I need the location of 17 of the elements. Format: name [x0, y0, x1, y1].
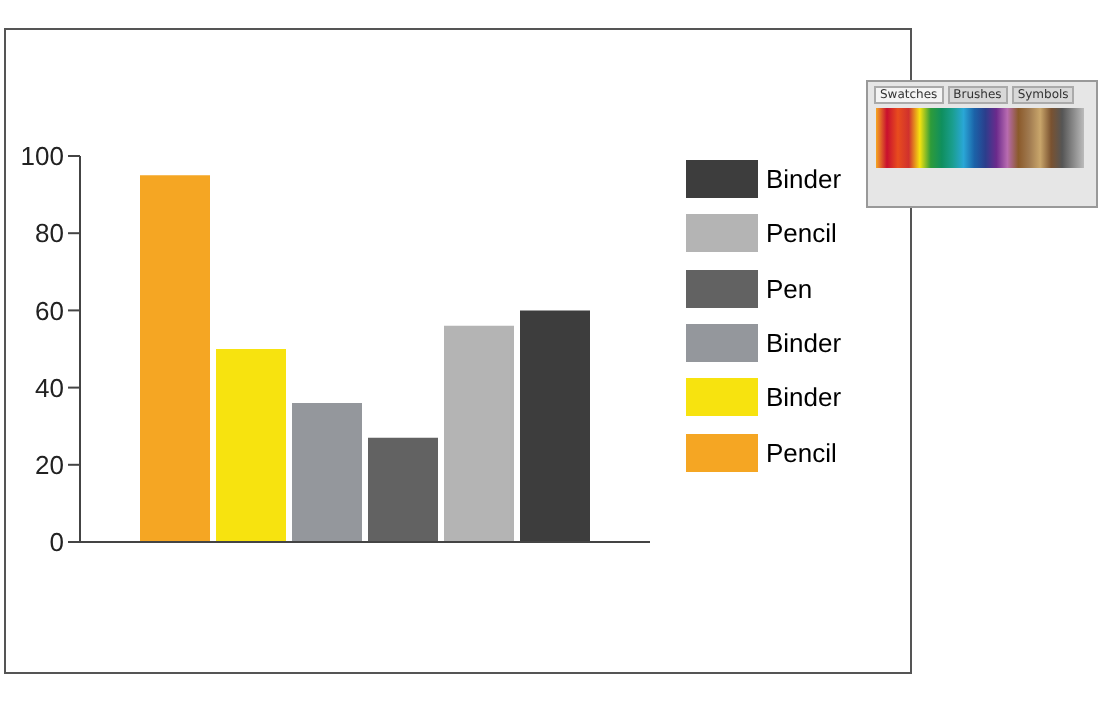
y-tick-label: 80	[35, 218, 64, 249]
bar	[444, 325, 514, 542]
bar	[140, 175, 210, 542]
legend-label: Binder	[766, 328, 842, 359]
y-tick-label: 100	[20, 141, 64, 172]
bar	[216, 349, 286, 542]
legend-label: Pencil	[766, 437, 837, 468]
y-tick-label: 40	[35, 372, 64, 403]
y-tick-label: 0	[49, 527, 64, 558]
legend-label: Binder	[766, 382, 842, 413]
legend-label: Binder	[766, 164, 842, 195]
legend-label: Pen	[766, 273, 813, 304]
y-tick-label: 60	[35, 295, 64, 326]
y-tick-label: 20	[35, 450, 64, 481]
bar	[292, 403, 362, 542]
legend-label: Pencil	[766, 218, 837, 249]
bar	[368, 437, 438, 542]
